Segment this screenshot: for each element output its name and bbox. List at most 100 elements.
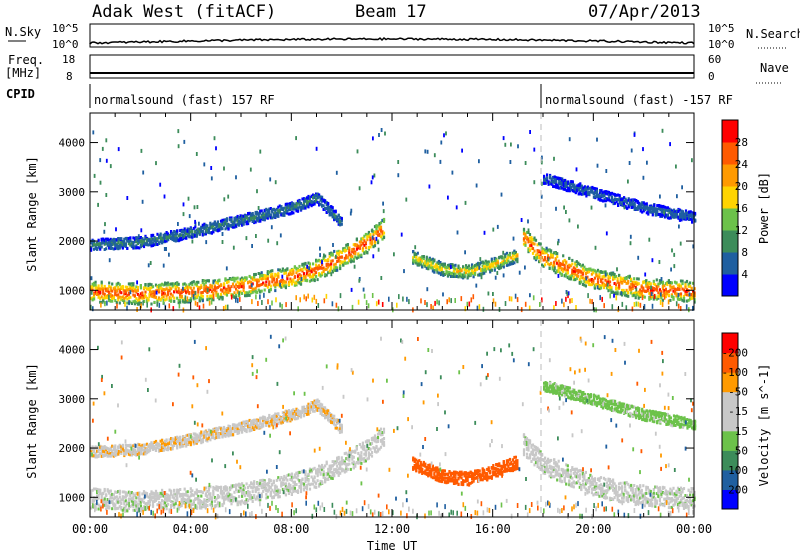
echo-cell bbox=[322, 208, 325, 211]
scatter-cell bbox=[541, 155, 543, 160]
scatter-cell bbox=[496, 271, 499, 275]
echo-cell bbox=[531, 238, 535, 241]
echo-cell bbox=[164, 239, 167, 243]
echo-cell bbox=[212, 222, 215, 226]
echo-cell bbox=[218, 224, 221, 228]
echo-cell bbox=[610, 198, 614, 202]
echo-cell bbox=[528, 240, 532, 244]
echo-cell bbox=[129, 243, 132, 247]
echo-cell bbox=[177, 299, 180, 302]
echo-cell bbox=[454, 275, 457, 278]
echo-cell bbox=[592, 268, 595, 272]
echo-cell bbox=[667, 293, 670, 297]
echo-cell bbox=[159, 505, 162, 509]
echo-cell bbox=[577, 271, 580, 275]
echo-cell bbox=[530, 240, 533, 244]
echo-cell bbox=[334, 217, 337, 221]
echo-cell bbox=[256, 211, 259, 215]
echo-cell bbox=[218, 284, 221, 288]
echo-cell bbox=[544, 177, 547, 181]
echo-cell bbox=[618, 281, 621, 285]
scatter-cell bbox=[256, 189, 258, 194]
echo-cell bbox=[153, 500, 156, 503]
echo-cell bbox=[692, 290, 695, 294]
echo-cell bbox=[588, 193, 591, 197]
echo-cell bbox=[114, 292, 117, 296]
echo-cell bbox=[102, 240, 105, 244]
echo-cell bbox=[289, 205, 292, 209]
echo-cell bbox=[129, 505, 132, 509]
echo-cell bbox=[275, 281, 278, 285]
echo-cell bbox=[580, 264, 583, 268]
echo-cell bbox=[604, 197, 608, 200]
echo-cell bbox=[154, 240, 158, 244]
echo-cell bbox=[200, 494, 203, 498]
echo-cell bbox=[437, 262, 440, 265]
echo-cell bbox=[568, 263, 571, 267]
scatter-cell bbox=[126, 196, 129, 200]
scatter-cell bbox=[99, 158, 102, 163]
echo-cell bbox=[489, 263, 492, 267]
echo-cell bbox=[325, 264, 328, 268]
echo-cell bbox=[614, 197, 617, 201]
scatter-cell bbox=[321, 260, 323, 265]
echo-cell bbox=[678, 292, 681, 296]
echo-cell bbox=[481, 272, 484, 276]
echo-cell bbox=[627, 279, 630, 283]
echo-cell bbox=[606, 192, 609, 196]
echo-cell bbox=[227, 227, 230, 231]
echo-cell bbox=[141, 295, 144, 299]
echo-cell bbox=[192, 499, 195, 503]
echo-cell bbox=[587, 280, 590, 284]
echo-cell bbox=[440, 266, 443, 270]
scatter-cell bbox=[480, 275, 483, 280]
echo-cell bbox=[651, 208, 654, 212]
echo-cell bbox=[287, 206, 290, 209]
echo-cell bbox=[114, 240, 117, 244]
echo-cell bbox=[608, 280, 612, 284]
echo-cell bbox=[443, 273, 446, 276]
echo-cell bbox=[522, 242, 526, 246]
echo-cell bbox=[114, 289, 117, 293]
echo-cell bbox=[247, 291, 250, 295]
echo-cell bbox=[684, 285, 687, 289]
echo-cell bbox=[630, 202, 633, 206]
echo-cell bbox=[167, 288, 170, 292]
echo-cell bbox=[219, 223, 223, 227]
scatter-cell bbox=[669, 142, 671, 147]
scatter-cell bbox=[547, 257, 550, 262]
echo-cell bbox=[544, 263, 547, 267]
echo-cell bbox=[507, 259, 510, 263]
echo-cell bbox=[145, 494, 149, 498]
speckle-cell bbox=[377, 299, 380, 305]
scatter-cell bbox=[193, 205, 196, 210]
echo-cell bbox=[334, 215, 337, 219]
echo-cell bbox=[215, 504, 218, 508]
echo-cell bbox=[215, 228, 218, 232]
echo-cell bbox=[425, 266, 428, 270]
echo-cell bbox=[96, 286, 99, 290]
echo-cell bbox=[179, 488, 182, 491]
echo-cell bbox=[680, 215, 683, 219]
echo-cell bbox=[133, 299, 136, 303]
scatter-cell bbox=[568, 137, 571, 142]
speckle-cell bbox=[541, 297, 543, 303]
echo-cell bbox=[342, 248, 345, 252]
scatter-cell bbox=[443, 133, 445, 138]
echo-cell bbox=[176, 493, 179, 497]
echo-cell bbox=[366, 238, 369, 242]
echo-cell bbox=[436, 264, 439, 268]
speckle-cell bbox=[178, 303, 181, 309]
scatter-cell bbox=[378, 133, 380, 137]
echo-cell bbox=[91, 500, 94, 504]
echo-cell bbox=[514, 251, 517, 255]
scatter-cell bbox=[403, 269, 405, 274]
echo-cell bbox=[585, 194, 588, 198]
echo-cell bbox=[161, 241, 164, 245]
echo-cell bbox=[138, 494, 141, 498]
echo-cell bbox=[185, 499, 188, 502]
echo-cell bbox=[106, 237, 109, 241]
speckle-cell bbox=[388, 296, 390, 302]
echo-cell bbox=[218, 297, 221, 301]
echo-cell bbox=[192, 280, 195, 284]
